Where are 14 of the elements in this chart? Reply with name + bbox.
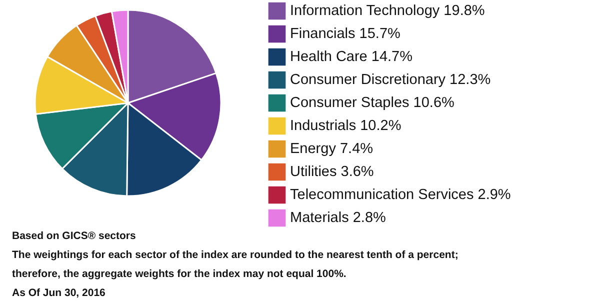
- legend-label: Consumer Staples 10.6%: [290, 95, 455, 111]
- legend-label: Health Care 14.7%: [290, 49, 413, 65]
- legend-label: Energy 7.4%: [290, 141, 374, 157]
- text: As Of Jun 30, 2016: [12, 287, 106, 299]
- legend-label: Utilities 3.6%: [290, 164, 374, 180]
- text: Based on GICS® sectors: [12, 230, 136, 242]
- legend-label: Consumer Discretionary 12.3%: [290, 72, 491, 88]
- text: therefore, the aggregate weights for the index may not equal 100%.: [12, 268, 346, 280]
- legend-label: Information Technology 19.8%: [290, 3, 485, 19]
- legend-label: Telecommunication Services 2.9%: [290, 187, 511, 203]
- legend-label: Industrials 10.2%: [290, 118, 402, 134]
- legend-label: Financials 15.7%: [290, 26, 401, 42]
- legend-label: Materials 2.8%: [290, 210, 386, 226]
- text: The weightings for each sector of the index are rounded to the nearest tenth of a percent;: [12, 249, 458, 261]
